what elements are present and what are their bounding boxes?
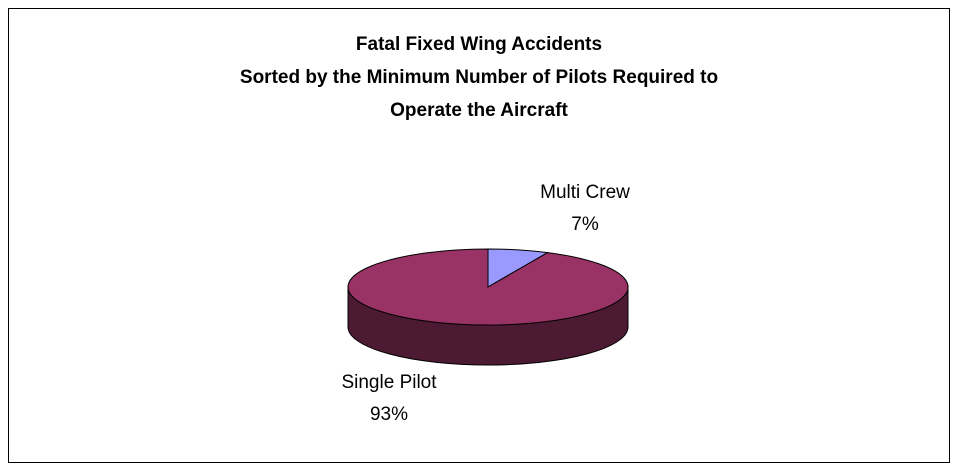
chart-title: Fatal Fixed Wing Accidents <box>356 34 602 55</box>
pie-slice <box>347 248 629 326</box>
slice-label: Single Pilot <box>341 372 437 393</box>
slice-label: Multi Crew <box>540 182 630 203</box>
pie <box>347 248 629 366</box>
slice-value-label: 93% <box>370 404 408 425</box>
chart-title: Operate the Aircraft <box>390 100 568 121</box>
chart-frame <box>8 8 950 463</box>
chart-title: Sorted by the Minimum Number of Pilots R… <box>240 67 718 88</box>
slice-value-label: 7% <box>571 214 599 235</box>
